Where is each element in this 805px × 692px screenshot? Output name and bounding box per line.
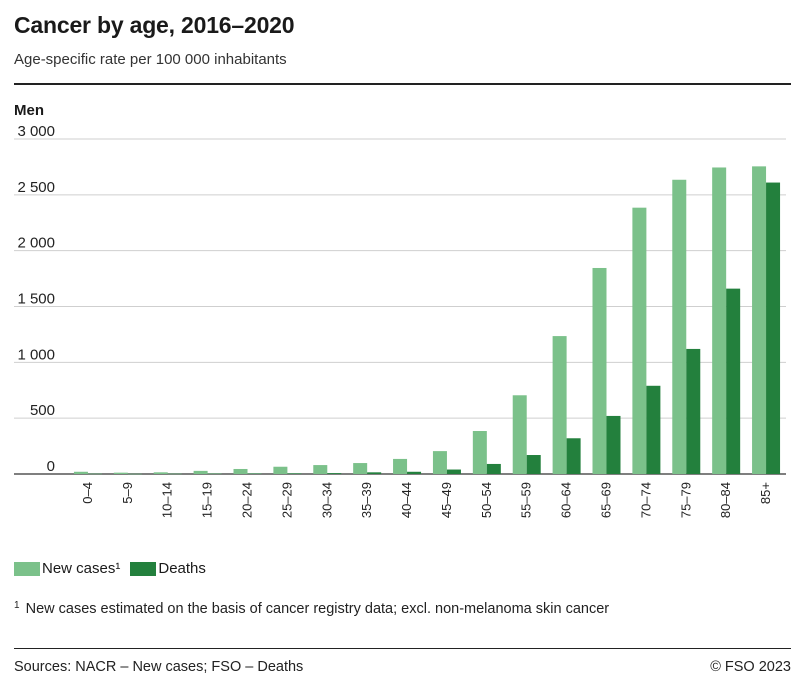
bar-new-cases	[712, 167, 727, 474]
chart-title: Cancer by age, 2016–2020	[14, 12, 295, 38]
bar-deaths	[287, 473, 302, 474]
x-tick-label: 0–4	[80, 482, 95, 504]
bar-deaths	[367, 472, 382, 474]
bar-deaths	[407, 471, 422, 474]
source-note: Sources: NACR – New cases; FSO – Deaths	[14, 659, 304, 675]
bar-new-cases	[193, 470, 208, 474]
legend: New cases¹ Deaths	[14, 560, 216, 577]
bar-new-cases	[353, 463, 368, 474]
bar-new-cases	[752, 166, 767, 474]
legend-label-new-cases: New cases¹	[42, 560, 121, 577]
bottom-divider	[14, 648, 791, 649]
legend-item-new-cases: New cases¹	[14, 560, 120, 577]
x-tick-label: 10–14	[160, 482, 175, 518]
bar-new-cases	[432, 451, 447, 474]
bar-deaths	[207, 473, 222, 475]
x-tick-label: 75–79	[678, 482, 693, 518]
x-tick-label: 85+	[758, 482, 773, 504]
x-tick-label: 60–64	[559, 482, 574, 518]
bar-deaths	[167, 473, 182, 475]
bar-deaths	[87, 473, 102, 475]
top-divider	[14, 83, 791, 85]
bar-deaths	[686, 348, 701, 474]
chart-subtitle: Age-specific rate per 100 000 inhabitant…	[14, 51, 287, 68]
x-tick-label: 65–69	[599, 482, 614, 518]
bar-deaths	[566, 438, 581, 474]
bar-deaths	[526, 455, 541, 474]
panel-label: Men	[14, 102, 44, 119]
bar-new-cases	[233, 468, 248, 474]
legend-item-deaths: Deaths	[130, 560, 206, 577]
bars	[73, 166, 781, 475]
bar-deaths	[247, 473, 262, 474]
y-tick-label: 500	[30, 402, 55, 419]
x-axis-ticks: 0–4 5–9 10–14 15–19 20–24 25–29 30–34 35–39 40–4…	[80, 482, 773, 518]
footnote-marker: 1	[14, 600, 20, 611]
bar-new-cases	[273, 466, 288, 474]
y-axis-ticks: 0 500 1 000 1 500 2 000 2 500 3 000	[17, 123, 55, 475]
footnote: 1 New cases estimated on the basis of ca…	[14, 600, 609, 617]
y-tick-label: 0	[47, 458, 55, 475]
x-tick-label: 35–39	[359, 482, 374, 518]
bar-new-cases	[672, 179, 687, 474]
bar-deaths	[127, 473, 142, 475]
bar-deaths	[486, 463, 501, 474]
x-tick-label: 15–19	[200, 482, 215, 518]
bar-new-cases	[512, 395, 527, 474]
bar-deaths	[327, 473, 342, 474]
bar-new-cases	[393, 458, 408, 474]
x-tick-label: 5–9	[120, 482, 135, 504]
bar-deaths	[766, 182, 781, 475]
bar-new-cases	[592, 267, 607, 474]
x-tick-label: 20–24	[240, 482, 255, 518]
bar-new-cases	[153, 472, 168, 474]
bar-deaths	[606, 415, 621, 474]
bar-deaths	[446, 469, 461, 474]
bar-deaths	[646, 385, 661, 474]
x-tick-label: 45–49	[439, 482, 454, 518]
legend-label-deaths: Deaths	[158, 560, 206, 577]
bar-deaths	[726, 288, 741, 474]
gridlines	[14, 138, 786, 475]
x-tick-label: 80–84	[718, 482, 733, 518]
legend-swatch-new-cases	[14, 561, 40, 576]
bar-new-cases	[313, 465, 328, 474]
x-tick-label: 55–59	[519, 482, 534, 518]
y-tick-label: 1 500	[17, 291, 55, 308]
bar-new-cases	[632, 207, 647, 475]
x-tick-label: 40–44	[399, 482, 414, 518]
bar-chart: 0 500 1 000 1 500 2 000 2 500 3 000 0–4 5–9 10–1…	[14, 123, 786, 518]
y-tick-label: 2 500	[17, 179, 55, 196]
footnote-text: New cases estimated on the basis of canc…	[25, 601, 610, 617]
bar-new-cases	[472, 431, 487, 474]
y-tick-label: 2 000	[17, 235, 55, 252]
y-tick-label: 3 000	[17, 123, 55, 140]
y-tick-label: 1 000	[17, 346, 55, 363]
x-tick-label: 70–74	[638, 482, 653, 518]
legend-swatch-deaths	[130, 561, 157, 576]
x-tick-label: 50–54	[479, 482, 494, 518]
bar-new-cases	[552, 336, 567, 474]
x-tick-label: 25–29	[279, 482, 294, 518]
copyright: © FSO 2023	[710, 659, 791, 675]
bar-new-cases	[73, 471, 88, 474]
x-tick-label: 30–34	[319, 482, 334, 518]
bar-new-cases	[113, 472, 128, 474]
